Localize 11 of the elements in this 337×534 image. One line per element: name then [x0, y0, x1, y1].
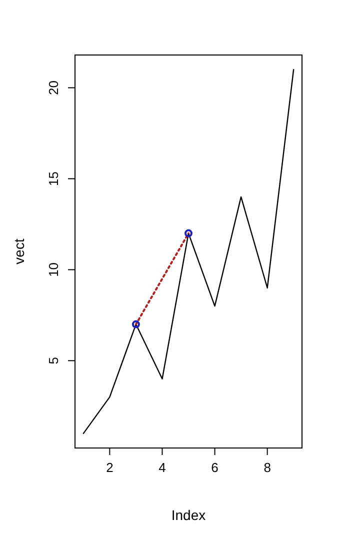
- y-tick-label: 5: [46, 357, 61, 364]
- x-tick-label: 4: [158, 460, 166, 476]
- x-tick-label: 6: [211, 460, 218, 476]
- x-tick-label: 8: [264, 460, 271, 476]
- y-tick-label: 10: [46, 262, 61, 277]
- x-tick-label: 2: [106, 460, 114, 476]
- x-axis-title: Index: [171, 507, 206, 523]
- y-tick-label: 15: [46, 171, 61, 186]
- y-tick-label: 20: [46, 80, 61, 95]
- line-series: [82, 68, 294, 434]
- y-axis-title: vect: [11, 238, 27, 264]
